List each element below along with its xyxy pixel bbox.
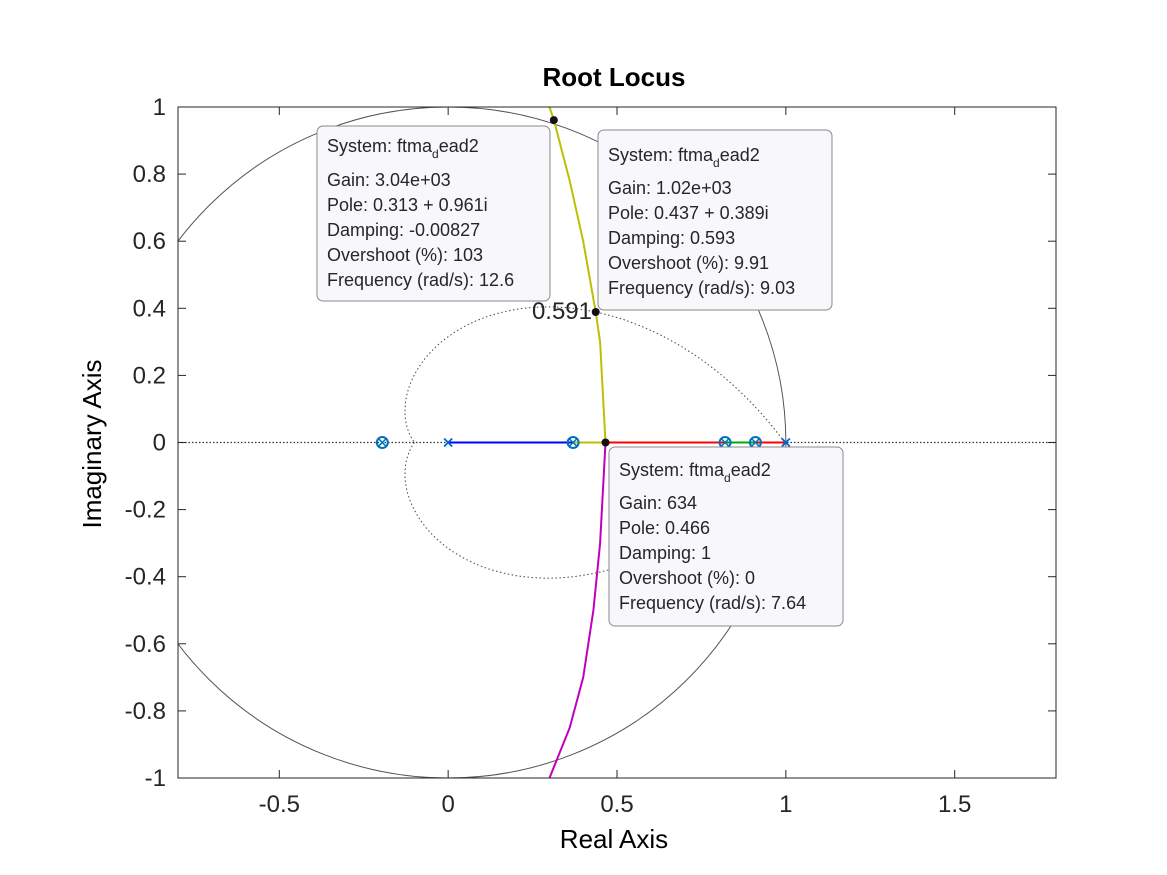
datatip-frequency: Frequency (rad/s): 9.03 (608, 278, 795, 298)
datatip-pole: Pole: 0.313 + 0.961i (327, 195, 488, 215)
x-tick-label: 1.5 (938, 791, 971, 818)
zero-marker (375, 436, 389, 449)
x-axis-label: Real Axis (560, 824, 668, 854)
datatip-damping: Damping: -0.00827 (327, 220, 480, 240)
datatip-frequency: Frequency (rad/s): 7.64 (619, 593, 806, 613)
datatip-layer: System: ftmadead2 Gain: 3.04e+03 Pole: 0… (316, 125, 844, 627)
datatip-1[interactable]: System: ftmadead2 Gain: 3.04e+03 Pole: 0… (316, 125, 551, 302)
y-tick-label: 0 (153, 430, 166, 457)
tick-layer: -0.5 0 0.5 1 1.5 1 0.8 0.6 0.4 0.2 0 -0.2 -0.4 -0.6 -0… (125, 94, 1056, 818)
y-tick-label: 0.6 (133, 228, 166, 255)
datatip-overshoot: Overshoot (%): 103 (327, 245, 483, 265)
x-tick-label: 1 (779, 791, 792, 818)
y-tick-label: -0.6 (125, 631, 166, 658)
marker-layer (375, 116, 791, 449)
y-tick-label: -1 (145, 765, 166, 792)
y-tick-label: 0.2 (133, 362, 166, 389)
x-tick-label: 0 (441, 791, 454, 818)
datatip-system: System: ftmadead2 (327, 136, 479, 161)
datatip-box (316, 125, 551, 302)
zero-marker-cross (378, 438, 387, 447)
y-tick-label: 0.8 (133, 161, 166, 188)
chart-title: Root Locus (543, 62, 686, 92)
datatip-point (601, 438, 610, 447)
datatip-pole: Pole: 0.437 + 0.389i (608, 203, 769, 223)
datatip-damping: Damping: 0.593 (608, 228, 735, 248)
datatip-frequency: Frequency (rad/s): 12.6 (327, 270, 514, 290)
zero-marker (566, 436, 580, 449)
zero-marker-cross (721, 438, 730, 447)
branch-magenta (548, 442, 607, 778)
datatip-box (608, 446, 844, 627)
damping-grid-label: 0.591 (532, 298, 592, 325)
datatip-gain: Gain: 3.04e+03 (327, 170, 451, 190)
datatip-overshoot: Overshoot (%): 0 (619, 568, 755, 588)
y-tick-label: 0.4 (133, 295, 166, 322)
pole-marker (781, 437, 791, 448)
datatip-point (549, 116, 558, 125)
datatip-overshoot: Overshoot (%): 9.91 (608, 253, 769, 273)
y-axis-label: Imaginary Axis (77, 359, 107, 528)
datatip-gain: Gain: 1.02e+03 (608, 178, 732, 198)
y-tick-label: -0.8 (125, 698, 166, 725)
y-tick-label: -0.2 (125, 497, 166, 524)
datatip-system: System: ftmadead2 (608, 145, 760, 170)
x-tick-label: -0.5 (259, 791, 300, 818)
zero-marker-cross (569, 438, 578, 447)
zero-marker-cross (751, 438, 760, 447)
y-tick-label: -0.4 (125, 564, 166, 591)
datatip-damping: Damping: 1 (619, 543, 711, 563)
datatip-2[interactable]: System: ftmadead2 Gain: 1.02e+03 Pole: 0… (597, 129, 833, 311)
datatip-gain: Gain: 634 (619, 493, 697, 513)
datatip-system: System: ftmadead2 (619, 460, 771, 485)
branch-yellow (548, 107, 607, 444)
datatip-box (597, 129, 833, 311)
y-tick-label: 1 (153, 94, 166, 121)
datatip-3[interactable]: System: ftmadead2 Gain: 634 Pole: 0.466 … (608, 446, 844, 627)
datatip-pole: Pole: 0.466 (619, 518, 710, 538)
datatip-point (591, 307, 600, 316)
x-tick-label: 0.5 (600, 791, 633, 818)
damping-contour (404, 306, 786, 579)
pole-marker (443, 437, 453, 448)
